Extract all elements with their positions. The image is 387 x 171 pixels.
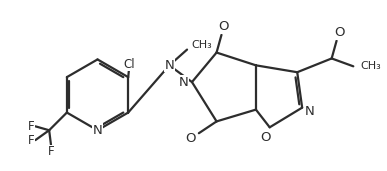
Text: N: N [305,105,315,118]
Text: N: N [178,76,188,89]
Text: CH₃: CH₃ [191,40,212,50]
Text: CH₃: CH₃ [360,61,381,71]
Text: O: O [260,131,271,144]
Text: F: F [28,134,35,147]
Text: O: O [334,26,345,39]
Text: F: F [48,145,55,158]
Text: Cl: Cl [123,58,135,71]
Text: N: N [164,59,174,72]
Text: N: N [92,124,103,137]
Text: O: O [218,21,229,34]
Text: O: O [186,132,196,145]
Text: F: F [28,120,35,133]
